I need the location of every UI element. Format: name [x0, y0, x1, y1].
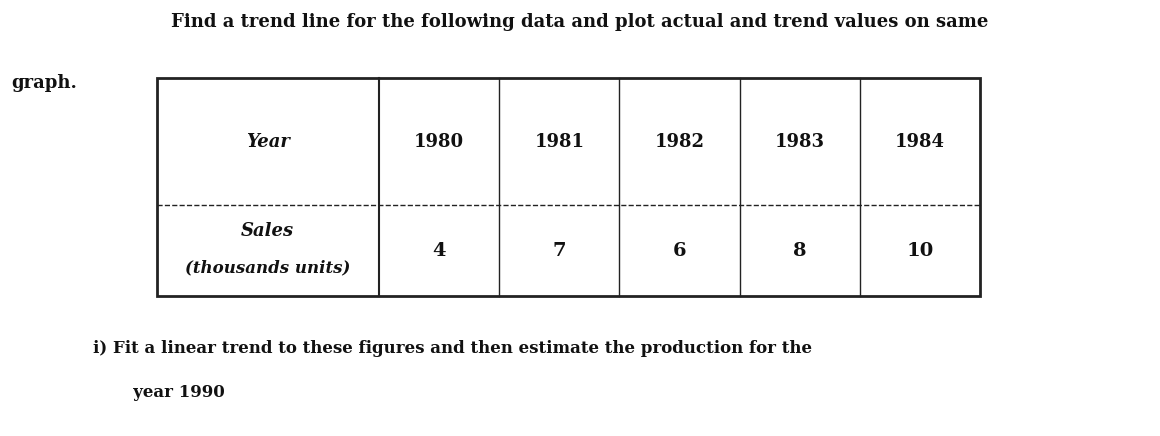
Text: 1982: 1982	[654, 133, 704, 151]
Text: 6: 6	[673, 242, 687, 260]
Text: Sales: Sales	[241, 222, 295, 240]
Text: graph.: graph.	[12, 74, 78, 92]
Text: 7: 7	[552, 242, 566, 260]
Text: 4: 4	[433, 242, 445, 260]
Text: Find a trend line for the following data and plot actual and trend values on sam: Find a trend line for the following data…	[172, 13, 988, 31]
Text: Year: Year	[246, 133, 290, 151]
Text: 1981: 1981	[535, 133, 585, 151]
Text: year 1990: year 1990	[116, 384, 225, 401]
Text: 1984: 1984	[896, 133, 945, 151]
Text: 1983: 1983	[775, 133, 825, 151]
Text: 1980: 1980	[414, 133, 464, 151]
Text: 10: 10	[906, 242, 934, 260]
Text: 8: 8	[793, 242, 806, 260]
Text: (thousands units): (thousands units)	[186, 260, 350, 276]
Text: i) Fit a linear trend to these figures and then estimate the production for the: i) Fit a linear trend to these figures a…	[93, 340, 812, 357]
